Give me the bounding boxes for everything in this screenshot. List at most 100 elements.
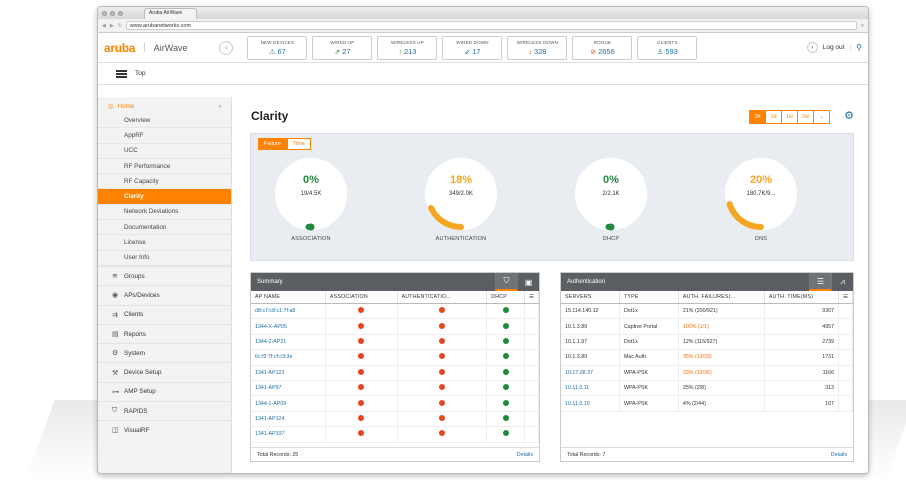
- stat-wired-down[interactable]: WIRED DOWN ⇙ 17: [442, 35, 503, 60]
- server-cell[interactable]: 10.11.0.10: [561, 395, 620, 412]
- table-row[interactable]: 1344-X-AP05: [251, 318, 539, 335]
- server-cell[interactable]: 10.11.0.11: [561, 380, 620, 397]
- back-arrow-icon[interactable]: ◀: [102, 22, 106, 29]
- ap-name-link[interactable]: 1341-AP124: [251, 411, 326, 428]
- sidebar-group-system[interactable]: ⚙ System: [98, 343, 231, 362]
- ap-name-link[interactable]: 1344-X-AP05: [251, 318, 326, 335]
- gauge-dhcp[interactable]: 0% 2/2.1K DHCP: [571, 154, 651, 242]
- sidebar-group-groups[interactable]: ≋ Groups: [98, 265, 231, 285]
- forward-arrow-icon[interactable]: ▶: [109, 22, 114, 29]
- stat-clients[interactable]: CLIENTS ♙ 593: [637, 35, 698, 60]
- table-row[interactable]: 1341-AP107: [251, 426, 539, 443]
- time-toggle[interactable]: Time: [286, 138, 311, 150]
- gauge-association[interactable]: 0% 19/4.5K ASSOCIATION: [271, 154, 351, 242]
- sidebar-home[interactable]: ◎ Home ‹: [98, 99, 231, 113]
- sidebar-item-clarity[interactable]: Clarity: [98, 189, 231, 205]
- table-row[interactable]: 15.114.140.12 Dot1x 21% (200/921) 9307: [561, 303, 853, 320]
- summary-details-link[interactable]: Details: [516, 451, 533, 458]
- table-row[interactable]: 10.11.0.10 WPA-PSK 4% (2/44) 107: [561, 395, 853, 412]
- sidebar-item-apprf[interactable]: AppRF: [98, 128, 231, 144]
- table-row[interactable]: 6c:f3:7f:cf:c9:3e: [251, 349, 539, 366]
- gauge-dns[interactable]: 20% 180.7K/9... DNS: [721, 154, 801, 242]
- auth-col-header[interactable]: TYPE: [619, 291, 679, 304]
- range-dropdown-icon[interactable]: ⌄: [813, 110, 830, 124]
- sidebar-group-aps-devices[interactable]: ◉ APs/Devices: [98, 285, 231, 304]
- summary-col-header[interactable]: ASSOCIATION: [325, 291, 398, 304]
- menu-icon[interactable]: ≡: [861, 22, 864, 29]
- ap-name-link[interactable]: 1344-2-AP21: [251, 334, 326, 351]
- summary-col-header[interactable]: AUTHENTICATIO...: [397, 291, 488, 304]
- gear-icon[interactable]: ⚙: [844, 110, 854, 122]
- range-2h[interactable]: 2h: [749, 110, 766, 124]
- collapse-chevron-icon[interactable]: ‹: [219, 40, 234, 55]
- chevron-left-icon[interactable]: ‹: [218, 102, 221, 110]
- table-row[interactable]: 1344-1-AP09: [251, 395, 539, 412]
- search-icon[interactable]: ⚲: [856, 43, 862, 52]
- range-1d[interactable]: 1d: [765, 110, 782, 124]
- server-cell[interactable]: 10.1.3.89: [561, 349, 620, 366]
- server-cell[interactable]: 10.17.28.37: [561, 365, 620, 381]
- table-row[interactable]: 1341-AP123: [251, 365, 539, 381]
- ap-name-link[interactable]: 1344-1-AP09: [251, 395, 326, 412]
- table-row[interactable]: d8:c7:c8:c1:7f:a8: [251, 303, 539, 320]
- server-cell[interactable]: 15.114.140.12: [561, 303, 620, 320]
- auth-col-header[interactable]: AUTH. FAILURES(...: [678, 291, 765, 304]
- table-row[interactable]: 10.17.28.37 WPA-PSK 33% (12/36) 1166: [561, 365, 853, 381]
- auth-col-header[interactable]: SERVERS: [561, 291, 620, 304]
- table-row[interactable]: 1341-AP124: [251, 411, 539, 428]
- sidebar-group-reports[interactable]: ▤ Reports: [98, 323, 231, 343]
- table-row[interactable]: 1344-2-AP21: [251, 334, 539, 351]
- shield-icon[interactable]: ⛉: [495, 273, 517, 291]
- close-button[interactable]: [102, 10, 107, 16]
- reload-icon[interactable]: ↻: [117, 22, 122, 29]
- chevron-right-icon[interactable]: ›: [806, 42, 818, 53]
- table-row[interactable]: 1341-AP97: [251, 380, 539, 397]
- browser-tab[interactable]: Aruba AirWave: [144, 8, 198, 19]
- sidebar-item-user-info[interactable]: User Info: [98, 251, 231, 266]
- sidebar-item-documentation[interactable]: Documentation: [98, 220, 231, 236]
- table-row[interactable]: 10.11.0.11 WPA-PSK 25% (2/8) 313: [561, 380, 853, 397]
- url-input[interactable]: www.arubanetworks.com: [125, 21, 858, 30]
- column-menu-icon[interactable]: ☰: [838, 291, 853, 304]
- stat-wireless-up[interactable]: WIRELESS UP ↑ 213: [377, 35, 438, 60]
- logout-link[interactable]: Log out: [822, 44, 845, 51]
- auth-details-link[interactable]: Details: [830, 451, 847, 458]
- sidebar-item-rf-capacity[interactable]: RF Capacity: [98, 174, 231, 190]
- ap-name-link[interactable]: 1341-AP107: [251, 426, 326, 443]
- minimize-button[interactable]: [110, 10, 115, 16]
- summary-col-header[interactable]: AP NAME: [251, 291, 326, 304]
- failure-toggle[interactable]: Failure: [258, 138, 287, 150]
- server-cell[interactable]: 10.1.1.97: [561, 334, 620, 351]
- list-icon[interactable]: ☰: [809, 273, 831, 291]
- aruba-logo[interactable]: aruba: [104, 40, 136, 55]
- auth-col-header[interactable]: AUTH. TIME(MS): [764, 291, 840, 304]
- sidebar-group-visualrf[interactable]: ◫ VisualRF: [98, 420, 231, 439]
- chart-icon[interactable]: ⩘: [831, 273, 853, 291]
- ap-name-link[interactable]: 1341-AP97: [251, 380, 326, 397]
- maximize-button[interactable]: [118, 10, 123, 16]
- sidebar-group-clients[interactable]: ⇉ Clients: [98, 304, 231, 324]
- gauge-authentication[interactable]: 18% 349/2.0K AUTHENTICATION: [421, 154, 501, 242]
- folder-icon[interactable]: ▣: [517, 273, 539, 291]
- table-row[interactable]: 10.1.3.89 Captive Portal 100% (1/1) 4957: [561, 318, 853, 335]
- sidebar-group-amp-setup[interactable]: ⊶ AMP Setup: [98, 381, 231, 401]
- sidebar-item-network-deviations[interactable]: Network Deviations: [98, 205, 231, 221]
- stat-wireless-down[interactable]: WIRELESS DOWN ↓ 328: [507, 35, 568, 60]
- table-row[interactable]: 10.1.1.97 Dot1x 12% (115/927) 2739: [561, 334, 853, 351]
- column-menu-icon[interactable]: ☰: [524, 291, 539, 304]
- hamburger-icon[interactable]: [116, 69, 127, 78]
- sidebar-item-overview[interactable]: Overview: [98, 113, 231, 129]
- ap-name-link[interactable]: 6c:f3:7f:cf:c9:3e: [251, 349, 326, 366]
- sidebar-item-license[interactable]: License: [98, 235, 231, 251]
- sidebar-group-device-setup[interactable]: ⚒ Device Setup: [98, 362, 231, 381]
- summary-col-header[interactable]: DHCP: [486, 291, 526, 304]
- sidebar-item-ucc[interactable]: UCC: [98, 144, 231, 159]
- stat-wired-up[interactable]: WIRED UP ⇗ 27: [312, 35, 373, 60]
- ap-name-link[interactable]: 1341-AP123: [251, 365, 326, 381]
- table-row[interactable]: 10.1.3.89 Mac Auth 35% (13/33) 1731: [561, 349, 853, 366]
- sidebar-item-rf-performance[interactable]: RF Performance: [98, 159, 231, 175]
- sidebar-group-rapids[interactable]: ⛉ RAPIDS: [98, 401, 231, 420]
- stat-rogue[interactable]: ROGUE ⊘ 2656: [572, 35, 633, 60]
- server-cell[interactable]: 10.1.3.89: [561, 318, 620, 335]
- range-1w[interactable]: 1w: [781, 110, 798, 124]
